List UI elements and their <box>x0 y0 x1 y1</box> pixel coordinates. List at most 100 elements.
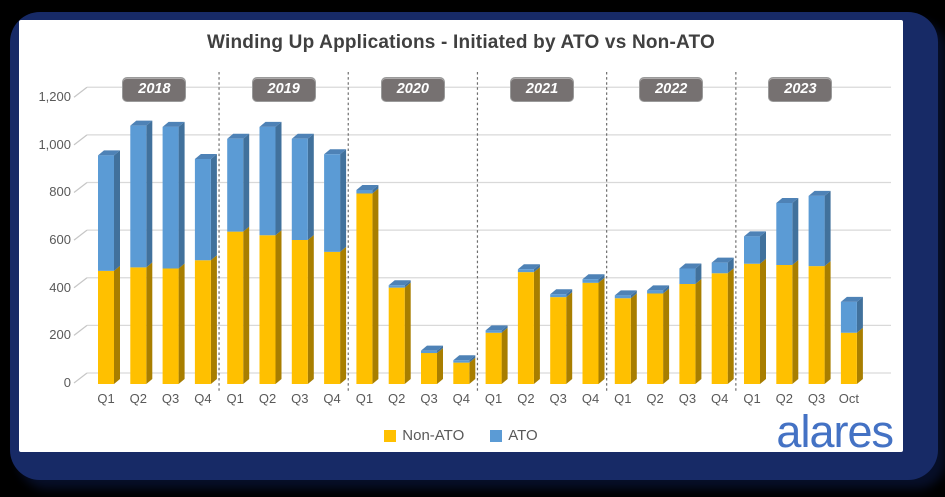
y-tick-label-600: 600 <box>49 232 71 248</box>
y-tick-label-800: 800 <box>49 184 71 200</box>
non-ato-side <box>760 258 766 384</box>
non-ato-front <box>711 273 728 384</box>
non-ato-front <box>517 272 534 384</box>
depth-tick <box>73 86 88 98</box>
bar-stack-2023-Q2 <box>776 198 799 384</box>
y-tick-label-1,000: 1,000 <box>38 136 71 152</box>
bar-stack-2018-Q1 <box>98 150 120 384</box>
ato-front <box>840 301 857 333</box>
x-label-2018-Q1: Q1 <box>97 391 115 406</box>
ato-top <box>162 121 185 127</box>
bar-stack-2023-Oct <box>840 296 863 384</box>
ato-top <box>324 149 347 155</box>
x-label-2021-Q4: Q4 <box>581 391 600 406</box>
ato-front <box>485 330 502 333</box>
non-ato-front <box>582 282 599 384</box>
x-label-2020-Q2: Q2 <box>388 391 406 406</box>
non-ato-side <box>178 263 185 384</box>
x-label-2023-Oct: Oct <box>838 391 859 406</box>
y-tick-label-200: 200 <box>49 327 71 343</box>
x-label-2022-Q4: Q4 <box>711 391 729 406</box>
non-ato-front <box>550 297 567 384</box>
non-ato-side <box>404 282 411 384</box>
bar-stack-2019-Q4 <box>324 149 347 384</box>
non-ato-front <box>98 270 114 384</box>
non-ato-side <box>695 278 702 384</box>
depth-tick <box>73 229 88 241</box>
x-label-2019-Q2: Q2 <box>258 391 277 406</box>
ato-front <box>227 138 244 232</box>
depth-tick <box>73 324 88 336</box>
ato-side <box>243 133 250 232</box>
non-ato-side <box>727 268 734 384</box>
chart-panel: Winding Up Applications - Initiated by A… <box>19 20 903 457</box>
year-chip-2019: 2019 <box>251 77 316 102</box>
ato-top <box>679 263 702 269</box>
ato-top <box>259 121 282 127</box>
x-label-2021-Q3: Q3 <box>549 391 567 406</box>
ato-top <box>98 150 120 156</box>
non-ato-front <box>356 193 373 384</box>
non-ato-front <box>679 283 696 384</box>
non-ato-side <box>243 226 250 384</box>
non-ato-side <box>824 261 831 384</box>
ato-side <box>114 150 120 271</box>
bar-stack-2020-Q1 <box>356 184 379 384</box>
ato-front <box>162 126 179 269</box>
ato-side <box>856 296 863 333</box>
ato-front <box>550 294 567 298</box>
non-ato-front <box>194 260 211 384</box>
y-tick-label-1,200: 1,200 <box>38 89 71 105</box>
ato-top <box>194 153 217 159</box>
non-ato-front <box>776 264 793 384</box>
x-label-2023-Q1: Q1 <box>743 391 761 406</box>
bar-stack-2018-Q3 <box>162 121 185 384</box>
non-ato-front <box>647 293 664 384</box>
depth-tick <box>73 134 88 146</box>
ato-top <box>808 190 831 196</box>
x-label-2019-Q4: Q4 <box>323 391 341 406</box>
x-label-2020-Q4: Q4 <box>452 391 470 406</box>
non-ato-side <box>437 348 443 384</box>
non-ato-front <box>614 298 631 384</box>
ato-top <box>227 133 250 139</box>
ato-front <box>711 262 728 274</box>
non-ato-side <box>340 246 347 384</box>
ato-side <box>501 325 508 333</box>
bar-stack-2022-Q4 <box>711 257 734 384</box>
ato-side <box>663 285 670 294</box>
bar-stack-2020-Q4 <box>453 355 476 384</box>
ato-top <box>485 325 508 331</box>
non-ato-side <box>114 265 120 384</box>
non-ato-front <box>324 251 341 384</box>
bar-stack-2022-Q1 <box>614 290 637 384</box>
non-ato-front <box>162 268 179 384</box>
ato-side <box>727 257 734 274</box>
bar-stack-2022-Q2 <box>647 285 670 384</box>
ato-side <box>178 121 185 269</box>
non-ato-side <box>598 277 605 384</box>
bar-stack-2023-Q3 <box>808 190 831 384</box>
non-ato-side <box>275 230 282 384</box>
ato-side <box>598 274 605 283</box>
ato-front <box>744 236 760 264</box>
ato-front <box>453 360 470 363</box>
ato-front <box>517 269 534 273</box>
ato-side <box>695 263 702 284</box>
ato-front <box>614 295 631 299</box>
bar-stack-2019-Q1 <box>227 133 250 384</box>
non-ato-side <box>533 267 540 384</box>
legend-label-non-ato: Non-ATO <box>402 427 465 444</box>
x-label-2021-Q2: Q2 <box>517 391 535 406</box>
ato-front <box>194 158 211 261</box>
ato-side <box>307 133 314 240</box>
ato-top <box>582 274 605 280</box>
non-ato-side <box>146 262 153 384</box>
non-ato-front <box>421 353 437 384</box>
ato-top <box>291 133 314 139</box>
bar-stack-2019-Q2 <box>259 121 282 384</box>
year-chip-2021: 2021 <box>510 77 575 102</box>
y-tick-label-400: 400 <box>49 279 71 295</box>
bar-stack-2018-Q2 <box>130 120 153 384</box>
ato-side <box>630 290 637 299</box>
